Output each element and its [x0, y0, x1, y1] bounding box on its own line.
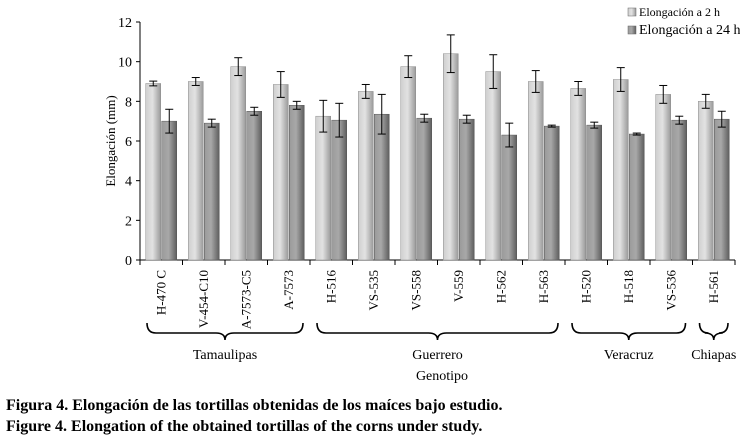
region-brace — [146, 322, 304, 341]
legend-label-2h: Elongación a 2 h — [639, 5, 720, 19]
legend-swatch-24h — [627, 25, 637, 35]
y-tick-label: 6 — [125, 135, 132, 150]
bar-24h — [204, 122, 220, 261]
bar-24h — [671, 119, 687, 261]
figure-caption-spanish: Figura 4. Elongación de las tortillas ob… — [6, 397, 503, 414]
y-tick-label: 2 — [125, 214, 132, 229]
bar-2h — [188, 81, 204, 261]
bar-2h — [485, 71, 501, 261]
region-brace — [698, 322, 729, 341]
x-tick-label: A-7573 — [281, 270, 296, 310]
x-tick-label: H-561 — [706, 270, 721, 303]
bar-2h — [698, 101, 714, 261]
bar-24h — [331, 119, 347, 261]
y-tick-label: 0 — [125, 254, 132, 269]
x-axis-title: Genotipo — [416, 369, 468, 384]
bar-2h — [315, 115, 331, 261]
bar-2h — [528, 81, 544, 261]
y-tick-label: 12 — [118, 16, 132, 31]
region-label: Veracruz — [604, 348, 654, 363]
figure-caption-english: Figure 4. Elongation of the obtained tor… — [6, 418, 483, 435]
region-label: Guerrero — [412, 348, 463, 363]
bar-2h — [400, 66, 416, 261]
y-tick-label: 8 — [125, 95, 132, 110]
x-tick-label: VS-535 — [366, 270, 381, 310]
region-brace — [571, 322, 687, 341]
y-tick-label: 10 — [118, 56, 132, 71]
x-tick-label: H-520 — [578, 270, 593, 303]
x-tick-label: V-559 — [451, 270, 466, 302]
y-tick-label: 4 — [125, 175, 132, 190]
bar-2h — [570, 88, 586, 261]
x-tick-label: VS-536 — [663, 270, 678, 311]
x-tick-label: H-470 C — [153, 270, 168, 315]
region-label: Tamaulipas — [193, 348, 257, 363]
bar-24h — [629, 133, 645, 261]
bar-2h — [145, 83, 161, 261]
legend-swatch-2h — [627, 7, 637, 17]
y-axis-title: Elongación (mm) — [103, 95, 118, 186]
bar-24h — [289, 105, 305, 261]
x-tick-label: V-454-C10 — [196, 270, 211, 328]
bar-24h — [586, 124, 602, 261]
elongation-bar-chart: 0 2 4 6 8 10 12 Elongación (mm) H-470 C V-454-C10… — [103, 5, 740, 384]
bar-2h — [443, 53, 459, 261]
bar-24h — [714, 118, 730, 261]
legend-label-24h: Elongación a 24 h — [639, 23, 740, 38]
bar-2h — [655, 94, 671, 261]
bar-24h — [374, 113, 390, 261]
x-tick-label: H-562 — [493, 270, 508, 303]
bar-24h — [544, 125, 560, 261]
x-tick-label: A-7573-C5 — [238, 270, 253, 329]
x-tick-label: H-518 — [621, 270, 636, 303]
bar-2h — [613, 79, 629, 261]
region-label: Chiapas — [691, 348, 736, 363]
x-tick-label: VS-558 — [408, 270, 423, 310]
bar-2h — [273, 84, 289, 261]
bar-24h — [459, 118, 475, 261]
x-tick-label: H-563 — [536, 270, 551, 303]
x-tick-label: H-516 — [323, 270, 338, 304]
bar-24h — [416, 117, 432, 261]
bar-24h — [501, 134, 517, 261]
bar-2h — [230, 66, 246, 261]
bar-24h — [161, 120, 177, 261]
bar-24h — [246, 111, 262, 261]
region-brace — [316, 322, 559, 341]
bar-2h — [358, 91, 374, 261]
